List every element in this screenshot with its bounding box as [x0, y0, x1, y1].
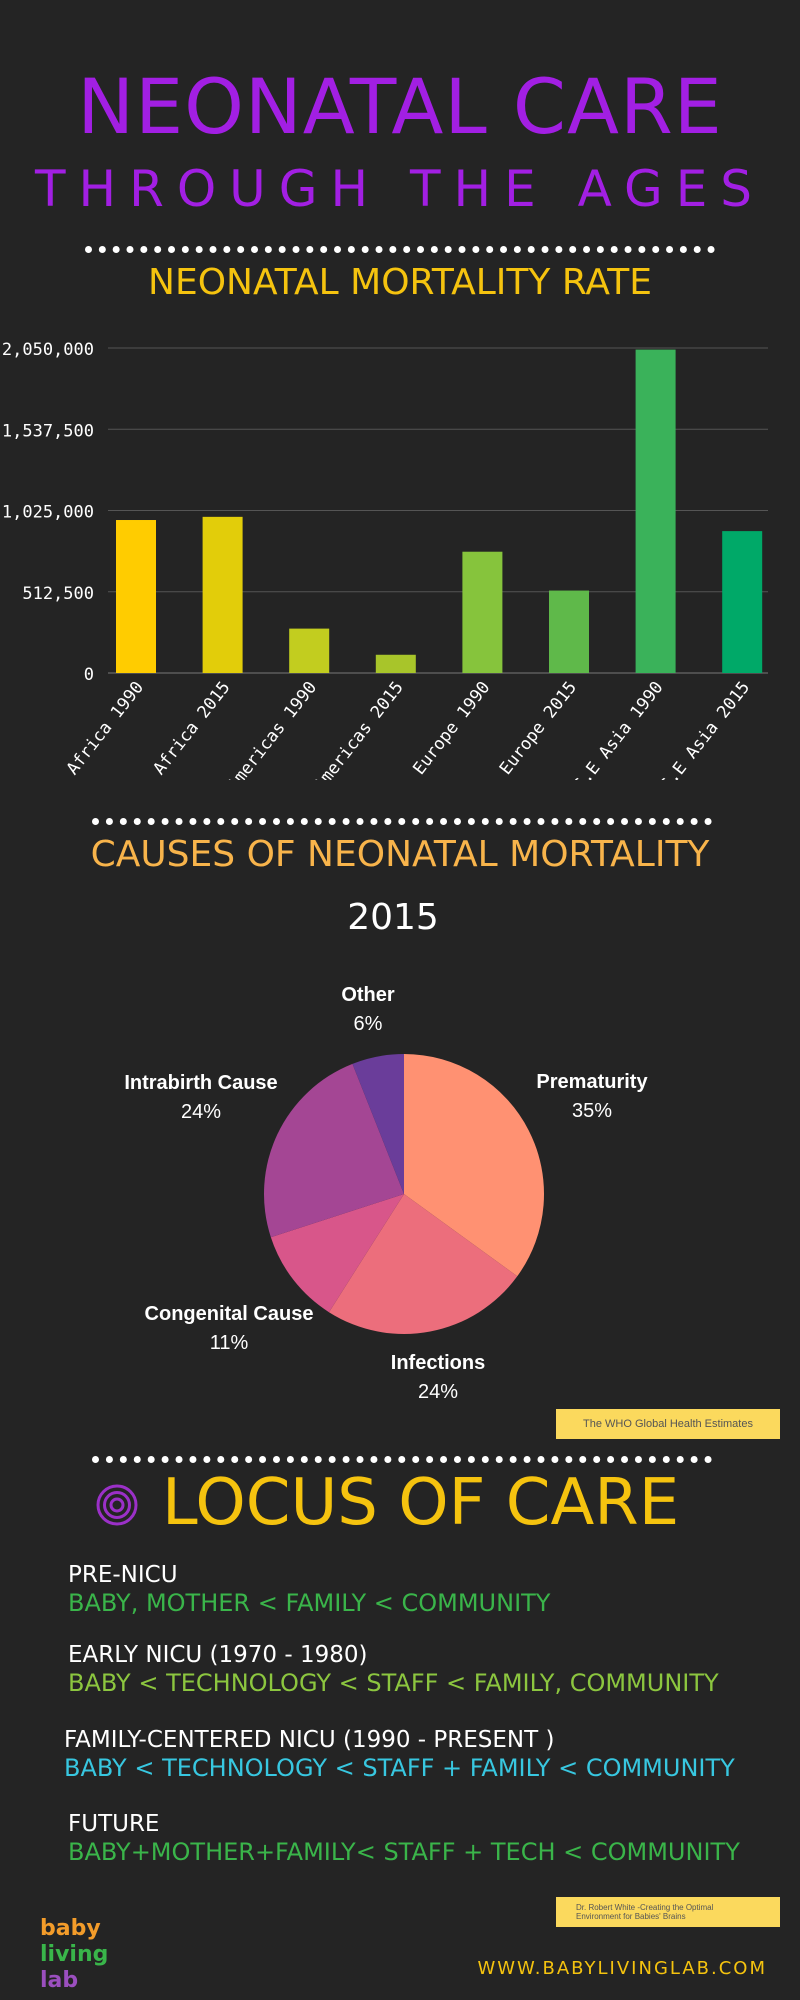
x-tick-label: S.E Asia 2015 [656, 678, 754, 780]
y-tick-label: 512,500 [22, 584, 94, 604]
white-source-box: Dr. Robert White -Creating the Optimal E… [556, 1897, 780, 1927]
mortality-bar-chart: 0 512,500 1,025,000 1,537,500 2,050,000 Afric… [2, 340, 768, 780]
stage-description: BABY < TECHNOLOGY < STAFF < FAMILY, COMM… [68, 1669, 719, 1697]
pie-label-other: Other 6% [318, 984, 418, 1036]
causes-pie-chart [264, 1054, 544, 1334]
logo-line-lab: lab [40, 1968, 79, 1993]
locus-stage-family-centered: FAMILY-CENTERED NICU (1990 - PRESENT ) B… [64, 1726, 735, 1782]
x-tick-label: Americas 1990 [223, 678, 321, 780]
pie-label-name: Intrabirth Cause [124, 1072, 278, 1094]
bar [202, 516, 243, 673]
causes-section-title: CAUSES OF NEONATAL MORTALITY [90, 834, 710, 875]
stage-description: BABY < TECHNOLOGY < STAFF + FAMILY < COM… [64, 1754, 735, 1782]
pie-label-name: Congenital Cause [144, 1303, 314, 1325]
pie-label-intrabirth: Intrabirth Cause 24% [101, 1072, 301, 1124]
bar [722, 531, 763, 673]
locus-stage-pre-nicu: PRE-NICU BABY, MOTHER < FAMILY < COMMUNI… [68, 1561, 550, 1617]
x-tick-label: Europe 1990 [409, 678, 494, 779]
bar [462, 551, 503, 673]
y-tick-label: 2,050,000 [2, 340, 94, 360]
pie-label-name: Infections [390, 1352, 486, 1374]
stage-name: PRE-NICU [68, 1562, 178, 1588]
x-tick-label: Africa 1990 [63, 678, 148, 779]
pie-label-value: 11% [209, 1332, 249, 1354]
page-title: NEONATAL CARE [77, 62, 723, 151]
pie-label-value: 24% [180, 1101, 222, 1123]
pie-slice [270, 1194, 404, 1313]
baby-living-lab-logo: baby living lab [40, 1916, 108, 1994]
pie-label-infections: Infections 24% [368, 1352, 508, 1404]
pie-slice [404, 1054, 544, 1277]
locus-stage-future: FUTURE BABY+MOTHER+FAMILY< STAFF + TECH … [68, 1810, 740, 1866]
locus-title: LOCUS OF CARE [162, 1466, 680, 1540]
pie-label-value: 24% [417, 1381, 459, 1403]
dotted-divider [92, 818, 712, 825]
y-tick-label: 1,025,000 [2, 503, 94, 523]
pie-label-value: 6% [353, 1013, 383, 1035]
pie-label-congenital: Congenital Cause 11% [124, 1303, 334, 1355]
stage-description: BABY+MOTHER+FAMILY< STAFF + TECH < COMMU… [68, 1838, 740, 1866]
logo-line-living: living [40, 1942, 109, 1967]
pie-slice [264, 1063, 404, 1238]
who-source-box: The WHO Global Health Estimates [556, 1409, 780, 1439]
dotted-divider [92, 1456, 712, 1463]
logo-line-baby: baby [40, 1916, 101, 1941]
causes-year: 2015 [347, 897, 439, 938]
pie-label-name: Other [341, 984, 395, 1006]
x-tick-label: S.E Asia 1990 [570, 678, 668, 780]
who-source-text: The WHO Global Health Estimates [583, 1418, 753, 1430]
bar [635, 349, 676, 673]
mortality-section-title: NEONATAL MORTALITY RATE [148, 262, 652, 303]
page-subtitle: THROUGH THE AGES [34, 160, 766, 218]
stage-name: EARLY NICU (1970 - 1980) [68, 1642, 368, 1668]
bar [549, 590, 589, 673]
target-icon [96, 1484, 138, 1526]
website-link[interactable]: WWW.BABYLIVINGLAB.COM [477, 1958, 767, 1979]
stage-name: FUTURE [68, 1811, 160, 1837]
pie-label-prematurity: Prematurity 35% [517, 1071, 667, 1123]
x-tick-label: Africa 2015 [149, 678, 234, 779]
bar [116, 520, 156, 673]
dotted-divider [85, 246, 715, 253]
pie-label-name: Prematurity [536, 1071, 648, 1093]
bar [289, 628, 330, 673]
stage-name: FAMILY-CENTERED NICU (1990 - PRESENT ) [64, 1727, 555, 1753]
pie-slice [328, 1194, 518, 1334]
x-tick-label: Europe 2015 [496, 678, 581, 779]
y-tick-label: 1,537,500 [2, 421, 94, 441]
stage-description: BABY, MOTHER < FAMILY < COMMUNITY [68, 1589, 551, 1617]
pie-label-value: 35% [571, 1100, 613, 1122]
pie-slice [352, 1054, 404, 1194]
locus-stage-early-nicu: EARLY NICU (1970 - 1980) BABY < TECHNOLO… [68, 1641, 719, 1697]
white-source-text: Dr. Robert White -Creating the Optimal E… [576, 1903, 714, 1921]
y-tick-label: 0 [84, 665, 94, 685]
x-tick-label: Americas 2015 [310, 678, 408, 780]
bar [375, 654, 416, 673]
